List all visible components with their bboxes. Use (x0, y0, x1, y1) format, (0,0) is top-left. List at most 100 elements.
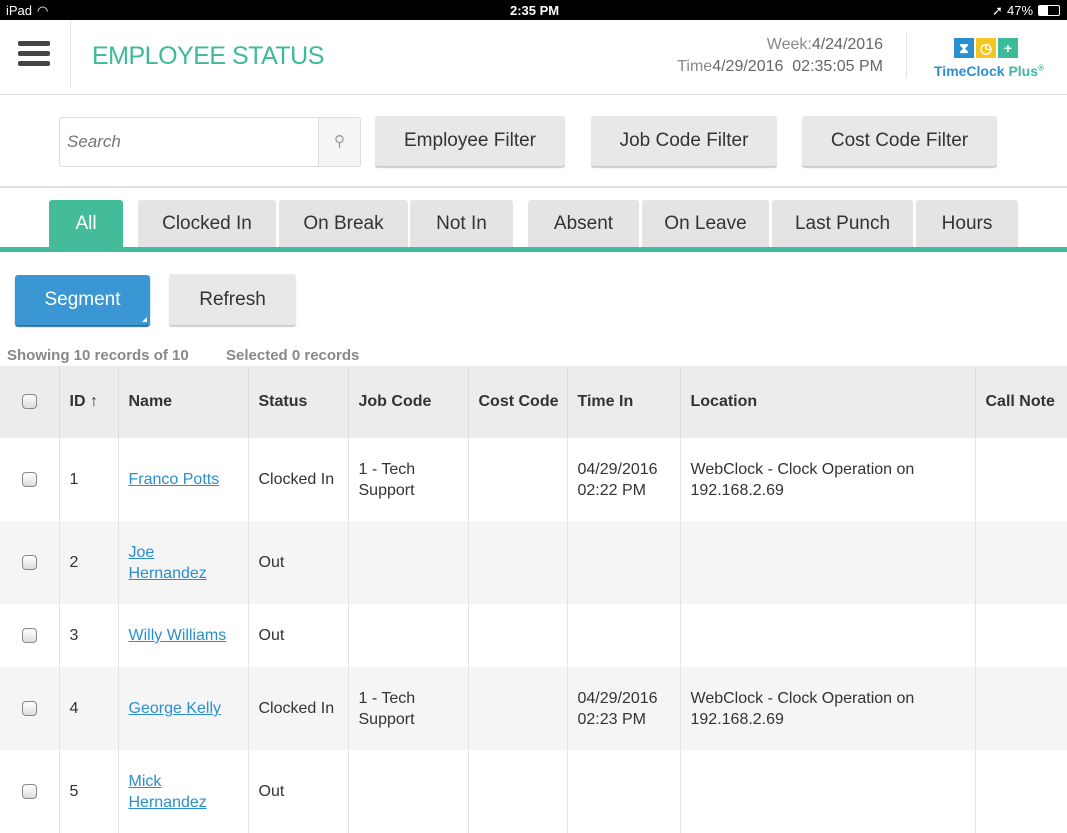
column-time-in[interactable]: Time In (566, 366, 680, 438)
select-all-checkbox[interactable] (21, 394, 37, 410)
clock-icon: ◷ (976, 38, 996, 58)
table-cell: George Kelly (117, 667, 248, 750)
segment-button[interactable]: Segment (15, 275, 150, 325)
column-name[interactable]: Name (117, 366, 248, 438)
column-call-note[interactable]: Call Note (974, 366, 1067, 438)
select-all-header (0, 366, 59, 438)
table-cell: 1 - Tech Support (347, 438, 468, 521)
logo-registered: ® (1038, 63, 1044, 73)
table-cell: 2 (58, 521, 118, 604)
tab-all[interactable]: All (49, 200, 123, 248)
cost-code-filter-button[interactable]: Cost Code Filter (802, 116, 997, 166)
table-cell: Out (247, 521, 348, 604)
time-label: Time (677, 58, 713, 75)
table-cell (467, 667, 567, 750)
tab-last-punch[interactable]: Last Punch (772, 200, 913, 248)
table-cell (0, 667, 59, 750)
search-icon[interactable]: ⚲ (318, 118, 360, 166)
employee-status: Clocked In (258, 700, 335, 717)
time-value: 4/29/2016 02:35:05 PM (712, 58, 883, 75)
header: EMPLOYEE STATUS Week:4/24/2016 Time4/29/… (0, 20, 1067, 95)
refresh-button[interactable]: Refresh (169, 274, 296, 325)
tab-hours[interactable]: Hours (916, 200, 1018, 248)
timeclock-plus-logo: ⧗ ◷ + TimeClock Plus® (930, 38, 1050, 86)
hamburger-menu-icon[interactable] (18, 41, 50, 67)
table-cell: Franco Potts (117, 438, 248, 521)
records-showing: Showing 10 records of 10 (7, 347, 189, 364)
table-cell (566, 750, 680, 833)
table-cell: Willy Williams (117, 604, 248, 667)
table-cell: WebClock - Clock Operation on 192.168.2.… (679, 438, 975, 521)
row-checkbox[interactable] (21, 555, 37, 571)
table-cell (974, 667, 1067, 750)
tab-absent[interactable]: Absent (528, 200, 639, 248)
employee-id: 2 (69, 554, 79, 571)
employee-name-link[interactable]: Mick Hernandez (128, 772, 207, 811)
employee-status: Out (258, 554, 285, 571)
table-cell (467, 750, 567, 833)
table-cell: Clocked In (247, 667, 348, 750)
row-checkbox[interactable] (21, 784, 37, 800)
clock: 2:35 PM (510, 3, 560, 18)
table-cell: Clocked In (247, 438, 348, 521)
divider (70, 20, 71, 88)
employee-status: Clocked In (258, 471, 335, 488)
employee-name-link[interactable]: Franco Potts (128, 471, 220, 488)
column-location[interactable]: Location (679, 366, 975, 438)
week-value: 4/24/2016 (811, 36, 883, 53)
table-cell (347, 750, 468, 833)
column-status[interactable]: Status (247, 366, 348, 438)
table-cell (566, 604, 680, 667)
time-in: 04/29/2016 02:22 PM (577, 460, 658, 499)
employee-table: ID ↑ Name Status Job Code Cost Code Time… (0, 366, 1067, 833)
table-cell (467, 604, 567, 667)
date-info: Week:4/24/2016 Time4/29/2016 02:35:05 PM (677, 34, 883, 78)
employee-status: Out (258, 783, 285, 800)
tab-on-leave[interactable]: On Leave (642, 200, 769, 248)
table-row[interactable]: 3 Willy Williams Out (0, 604, 1067, 667)
table-cell: Mick Hernandez (117, 750, 248, 833)
table-cell (679, 750, 975, 833)
divider (906, 32, 907, 78)
row-checkbox[interactable] (21, 472, 37, 488)
tab-clocked-in[interactable]: Clocked In (138, 200, 276, 248)
location-icon: ➚ (992, 3, 1003, 18)
search-input[interactable] (60, 118, 319, 166)
employee-id: 5 (69, 783, 79, 800)
table-row[interactable]: 2 Joe Hernandez Out (0, 521, 1067, 604)
week-label: Week: (766, 36, 812, 53)
table-row[interactable]: 4 George Kelly Clocked In 1 - Tech Support 0… (0, 667, 1067, 750)
employee-name-link[interactable]: George Kelly (128, 700, 222, 717)
tab-not-in[interactable]: Not In (410, 200, 513, 248)
table-row[interactable]: 1 Franco Potts Clocked In 1 - Tech Support 0… (0, 438, 1067, 521)
row-checkbox[interactable] (21, 701, 37, 717)
table-cell: WebClock - Clock Operation on 192.168.2.… (679, 667, 975, 750)
column-job-code[interactable]: Job Code (347, 366, 468, 438)
job-code-filter-button[interactable]: Job Code Filter (591, 116, 777, 166)
column-id[interactable]: ID ↑ (58, 366, 118, 438)
employee-id: 4 (69, 700, 79, 717)
table-row[interactable]: 5 Mick Hernandez Out (0, 750, 1067, 833)
employee-filter-button[interactable]: Employee Filter (375, 116, 565, 166)
table-cell (0, 604, 59, 667)
location: WebClock - Clock Operation on 192.168.2.… (690, 689, 915, 728)
time-in: 04/29/2016 02:23 PM (577, 689, 658, 728)
table-header: ID ↑ Name Status Job Code Cost Code Time… (0, 366, 1067, 438)
column-cost-code[interactable]: Cost Code (467, 366, 567, 438)
table-cell (974, 604, 1067, 667)
job-code: 1 - Tech Support (358, 460, 416, 499)
table-cell (974, 438, 1067, 521)
table-cell (566, 521, 680, 604)
row-checkbox[interactable] (21, 628, 37, 644)
table-cell: 1 - Tech Support (347, 667, 468, 750)
table-cell: 04/29/2016 02:23 PM (566, 667, 680, 750)
table-cell (347, 521, 468, 604)
table-cell: 04/29/2016 02:22 PM (566, 438, 680, 521)
tab-on-break[interactable]: On Break (279, 200, 408, 248)
hourglass-icon: ⧗ (954, 38, 974, 58)
table-cell (679, 604, 975, 667)
battery-icon (1038, 5, 1060, 16)
employee-id: 1 (69, 471, 79, 488)
employee-name-link[interactable]: Joe Hernandez (128, 543, 207, 582)
employee-name-link[interactable]: Willy Williams (128, 627, 227, 644)
